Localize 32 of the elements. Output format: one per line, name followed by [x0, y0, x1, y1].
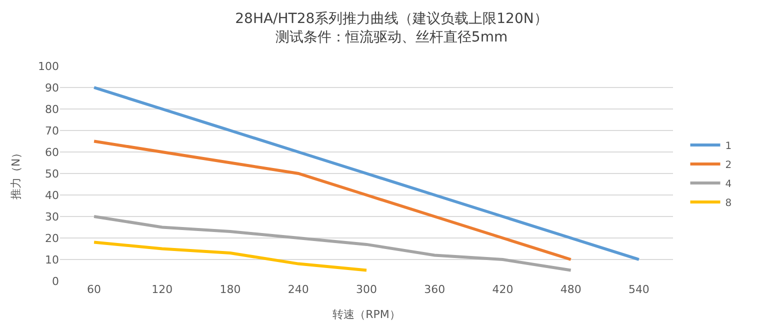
x-tick-label: 540 [628, 283, 650, 296]
x-tick-label: 300 [356, 283, 377, 296]
y-tick-label: 60 [45, 146, 59, 159]
y-tick-label: 90 [45, 81, 59, 94]
legend-label: 1 [725, 140, 732, 152]
y-tick-label: 10 [45, 253, 59, 266]
y-tick-label: 70 [45, 124, 59, 138]
y-axis-title: 推力（N） [10, 147, 23, 200]
y-tick-label: 0 [52, 274, 59, 288]
y-tick-label: 50 [45, 167, 59, 180]
line-series [92, 140, 572, 261]
y-tick-label: 30 [45, 210, 59, 224]
line-series [92, 240, 368, 272]
line-series [92, 86, 640, 261]
x-tick-label: 480 [560, 283, 582, 296]
x-tick-label: 240 [288, 283, 309, 296]
y-tick-label: 80 [45, 102, 59, 116]
x-tick-label: 360 [424, 283, 446, 296]
y-tick-label: 100 [38, 60, 59, 73]
line-series [92, 215, 572, 272]
x-tick-label: 120 [152, 283, 173, 296]
legend-label: 2 [725, 160, 732, 171]
legend-label: 4 [725, 178, 732, 190]
y-tick-label: 40 [45, 188, 59, 202]
x-axis-title: 转速（RPM） [332, 308, 400, 322]
x-tick-label: 180 [220, 283, 241, 296]
chart-title: 28HA/HT28系列推力曲线（建议负载上限120N） [235, 11, 548, 28]
legend-label: 8 [725, 198, 732, 209]
y-tick-label: 20 [45, 232, 59, 245]
x-tick-label: 420 [492, 283, 514, 296]
chart-subtitle: 测试条件：恒流驱动、丝杆直径5mm [275, 29, 508, 46]
x-tick-label: 60 [87, 283, 102, 296]
